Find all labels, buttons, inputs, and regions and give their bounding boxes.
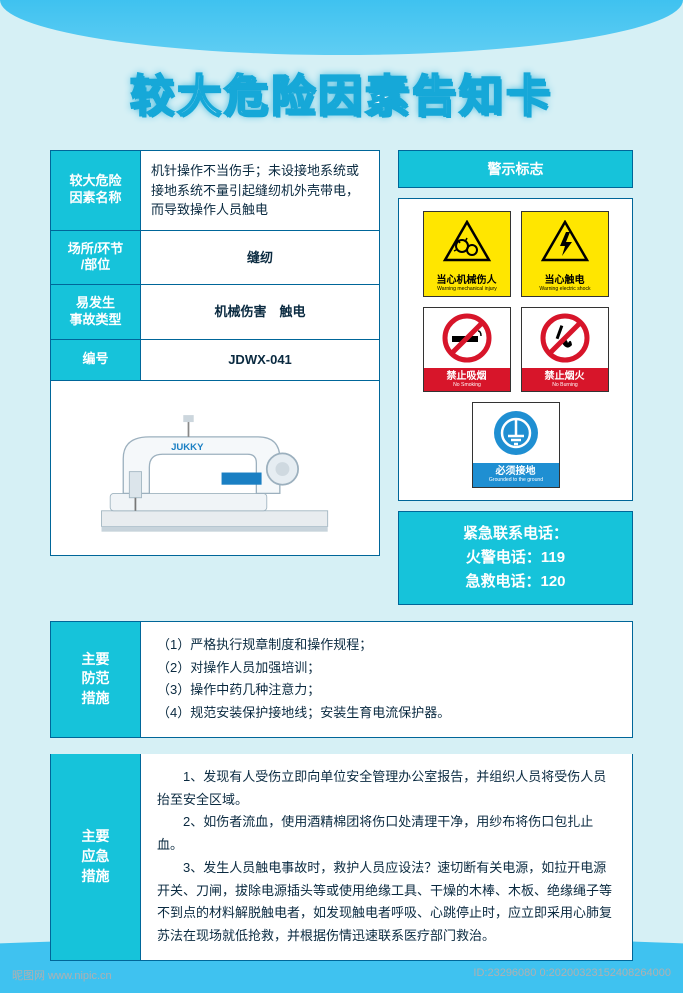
sign-nosmoking-caption: 禁止吸烟No Smoking [424,368,510,392]
value-hazard-name: 机针操作不当伤手；未设接地系统或接地系统不量引起缝纫机外壳带电，而导致操作人员触… [141,151,379,230]
sewing-machine-icon: JUKKY [67,389,362,546]
electric-shock-icon [522,212,608,272]
sign-ground: 必须接地Grounded to the ground [472,402,560,488]
footer-right: ID:23296080 0:20200323152408264000 [473,967,671,983]
label-accident: 易发生 事故类型 [51,285,141,339]
sign-nofire-caption: 禁止烟火No Burning [522,368,608,392]
sign-mechanical-caption: 当心机械伤人Warning mechanical injury [424,272,510,296]
footer-watermark: 昵图网 www.nipic.cn ID:23296080 0:202003231… [12,967,671,983]
no-smoking-icon [424,308,510,368]
sign-shock-caption: 当心触电Warning electric shock [522,272,608,296]
prevention-body: （1）严格执行规章制度和操作规程； （2）对操作人员加强培训； （3）操作中药几… [141,622,632,737]
value-id: JDWX-041 [141,340,379,380]
emergency-contact-box: 紧急联系电话： 火警电话：119 急救电话：120 [398,511,633,605]
footer-left: 昵图网 www.nipic.cn [12,967,112,983]
top-row: 较大危险 因素名称 机针操作不当伤手；未设接地系统或接地系统不量引起缝纫机外壳带… [50,150,633,605]
emergency-measures-label: 主要 应急 措施 [51,754,141,960]
left-column: 较大危险 因素名称 机针操作不当伤手；未设接地系统或接地系统不量引起缝纫机外壳带… [50,150,380,556]
emergency-measures-body: 1、发现有人受伤立即向单位安全管理办公室报告，并组织人员将受伤人员抬至安全区域。… [141,754,632,960]
emergency-line-3: 急救电话：120 [409,570,622,594]
value-place: 缝纫 [141,231,379,285]
info-row-name: 较大危险 因素名称 机针操作不当伤手；未设接地系统或接地系统不量引起缝纫机外壳带… [51,151,379,231]
label-place: 场所/环节 /部位 [51,231,141,285]
emergency-line-2: 火警电话：119 [409,546,622,570]
sign-shock: 当心触电Warning electric shock [521,211,609,297]
info-row-accident: 易发生 事故类型 机械伤害 触电 [51,285,379,340]
sign-nosmoking: 禁止吸烟No Smoking [423,307,511,393]
label-hazard-name: 较大危险 因素名称 [51,151,141,230]
machine-illustration: JUKKY [50,381,380,556]
mechanical-injury-icon [424,212,510,272]
page-title: 较大危险因素告知卡 [0,60,683,124]
emergency-line-1: 紧急联系电话： [409,522,622,546]
grounding-icon [473,403,559,463]
label-id: 编号 [51,340,141,380]
info-row-place: 场所/环节 /部位 缝纫 [51,231,379,286]
svg-text:JUKKY: JUKKY [172,442,205,453]
right-column: 警示标志 当心机械伤人Warning mechanical injury [398,150,633,605]
value-accident: 机械伤害 触电 [141,285,379,339]
emergency-measures: 主要 应急 措施 1、发现有人受伤立即向单位安全管理办公室报告，并组织人员将受伤… [50,754,633,961]
prevention-label: 主要 防范 措施 [51,622,141,737]
sign-mechanical: 当心机械伤人Warning mechanical injury [423,211,511,297]
content-area: 较大危险 因素名称 机针操作不当伤手；未设接地系统或接地系统不量引起缝纫机外壳带… [50,150,633,943]
sign-ground-caption: 必须接地Grounded to the ground [473,463,559,487]
warning-signs-box: 当心机械伤人Warning mechanical injury 当心触电Warn… [398,198,633,501]
no-fire-icon [522,308,608,368]
info-table: 较大危险 因素名称 机针操作不当伤手；未设接地系统或接地系统不量引起缝纫机外壳带… [50,150,380,381]
info-row-id: 编号 JDWX-041 [51,340,379,380]
sign-nofire: 禁止烟火No Burning [521,307,609,393]
prevention-measures: 主要 防范 措施 （1）严格执行规章制度和操作规程； （2）对操作人员加强培训；… [50,621,633,738]
warning-signs-header: 警示标志 [398,150,633,188]
